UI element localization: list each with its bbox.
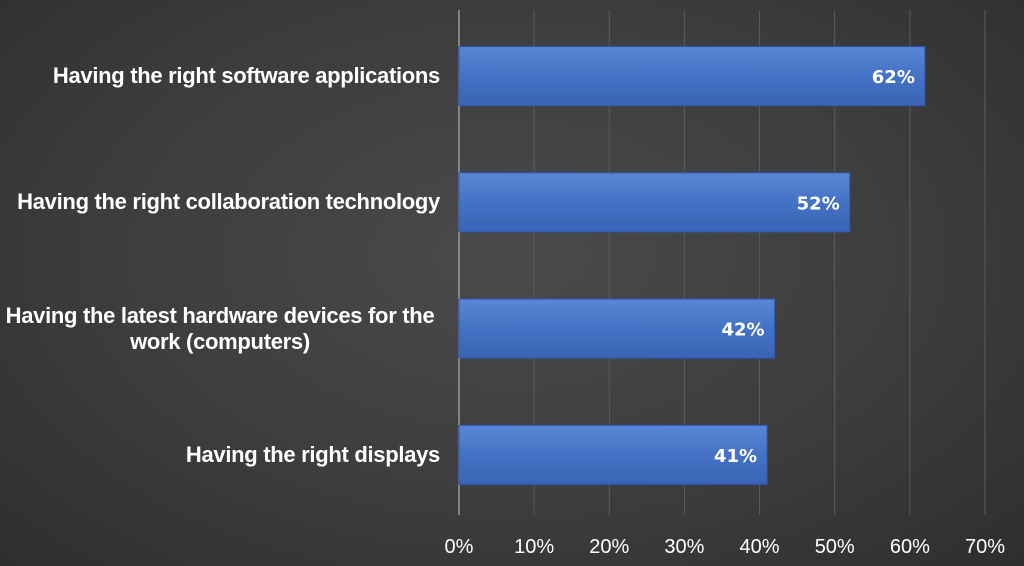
bar bbox=[458, 172, 851, 233]
x-tick-label: 20% bbox=[589, 536, 630, 558]
data-label: 52% bbox=[797, 193, 840, 214]
data-label: 41% bbox=[714, 446, 757, 467]
data-label: 62% bbox=[872, 67, 915, 88]
bar bbox=[458, 298, 776, 359]
bars bbox=[458, 46, 926, 485]
x-tick-label: 10% bbox=[514, 536, 555, 558]
x-tick-label: 30% bbox=[664, 536, 705, 558]
data-label: 42% bbox=[722, 320, 765, 341]
x-tick-label: 60% bbox=[889, 536, 930, 558]
x-tick-label: 70% bbox=[964, 536, 1006, 558]
category-label: Having the right software applications bbox=[52, 63, 440, 89]
bar bbox=[458, 46, 926, 107]
category-label: Having the latest hardware devices for t… bbox=[5, 302, 435, 354]
bar bbox=[458, 424, 768, 485]
x-tick-label: 50% bbox=[814, 536, 855, 558]
category-label: Having the right displays bbox=[185, 441, 440, 467]
category-label: Having the right collaboration technolog… bbox=[17, 189, 440, 215]
x-tick-label: 0% bbox=[444, 536, 474, 558]
x-tick-label: 40% bbox=[739, 536, 780, 558]
data-labels: 62% 52% 42% 41% bbox=[714, 67, 915, 467]
